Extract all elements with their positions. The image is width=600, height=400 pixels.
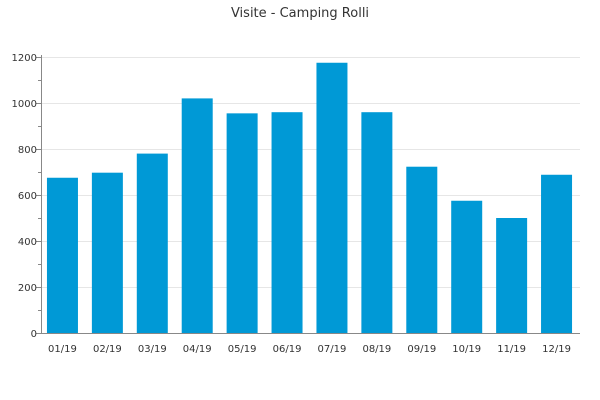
y-tick-label: 800 bbox=[18, 145, 37, 156]
bar bbox=[406, 166, 438, 333]
y-tick-label: 0 bbox=[31, 329, 37, 340]
bar bbox=[136, 153, 168, 333]
x-tick-label: 02/19 bbox=[93, 344, 122, 355]
x-tick-label: 03/19 bbox=[138, 344, 167, 355]
bar bbox=[91, 172, 123, 333]
y-tick-label: 600 bbox=[18, 191, 37, 202]
bar bbox=[271, 112, 303, 333]
bar bbox=[316, 62, 348, 333]
bar bbox=[451, 200, 483, 333]
bar bbox=[46, 177, 78, 333]
bar bbox=[541, 174, 573, 333]
x-tick-label: 07/19 bbox=[318, 344, 347, 355]
x-tick-label: 06/19 bbox=[273, 344, 302, 355]
gridlines bbox=[41, 57, 580, 288]
bar bbox=[226, 113, 258, 333]
x-tick-label: 05/19 bbox=[228, 344, 257, 355]
x-tick-label: 08/19 bbox=[362, 344, 391, 355]
y-tick-label: 1000 bbox=[12, 99, 37, 110]
y-tick-label: 1200 bbox=[12, 53, 37, 64]
bar bbox=[361, 112, 393, 333]
x-tick-label: 01/19 bbox=[48, 344, 77, 355]
x-tick-label: 12/19 bbox=[542, 344, 571, 355]
bars bbox=[46, 62, 573, 334]
x-tick-label: 11/19 bbox=[497, 344, 526, 355]
x-tick-label: 04/19 bbox=[183, 344, 212, 355]
axes bbox=[36, 55, 580, 334]
chart-title: Visite - Camping Rolli bbox=[231, 6, 369, 21]
bar bbox=[496, 218, 528, 333]
bar bbox=[181, 98, 213, 334]
tick-labels: 0 200 400 600 800 1000 1200 01/19 02/19 03/19 04/1… bbox=[12, 53, 571, 355]
y-tick-label: 400 bbox=[18, 237, 37, 248]
y-tick-label: 200 bbox=[18, 283, 37, 294]
x-tick-label: 10/19 bbox=[452, 344, 481, 355]
x-tick-label: 09/19 bbox=[407, 344, 436, 355]
